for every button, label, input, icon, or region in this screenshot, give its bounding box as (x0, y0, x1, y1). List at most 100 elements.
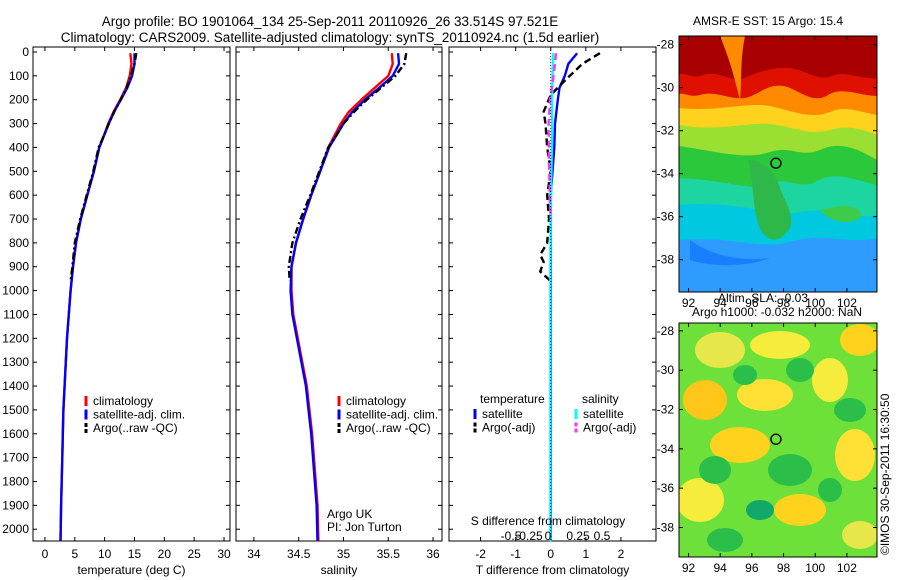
x-axis-label: T difference from climatology (476, 563, 630, 577)
x-tick-label: 100 (805, 561, 825, 575)
top-tick-label: 0.5 (594, 529, 611, 543)
y-tick-label: 1300 (2, 355, 29, 369)
legend-heading: temperature (480, 392, 545, 406)
y-tick-label: 900 (9, 260, 29, 274)
annotation-text: PI: Jon Turton (327, 520, 402, 534)
map-frame (678, 35, 878, 293)
legend-label: Argo(..raw -QC) (346, 421, 431, 435)
x-tick-label: 35.5 (377, 547, 401, 561)
x-tick-label: 5 (71, 547, 78, 561)
x-tick-label: 10 (98, 547, 112, 561)
y-tick-label: 400 (9, 140, 29, 154)
x-tick-label: 98 (777, 296, 791, 310)
series-line (287, 53, 408, 282)
y-tick-label: -30 (657, 363, 675, 377)
x-tick-label: 94 (714, 296, 728, 310)
legend-label: climatology (93, 394, 153, 408)
y-tick-label: -36 (657, 481, 675, 495)
y-tick-label: -34 (657, 442, 675, 456)
sla-field (679, 323, 877, 557)
temperature-profile: 0100200300400500600700800900100011001200… (2, 45, 231, 577)
chart-marks: 0100200300400500600700800900100011001200… (2, 14, 878, 577)
legend-label: Argo(-adj) (482, 421, 535, 435)
y-tick-label: 1200 (2, 331, 29, 345)
y-tick-label: -36 (657, 210, 675, 224)
x-tick-label: 2 (618, 547, 625, 561)
y-tick-label: -38 (657, 521, 675, 535)
x-axis-label: salinity (321, 563, 358, 577)
y-tick-label: 200 (9, 93, 29, 107)
annotation-text: Argo UK (327, 507, 372, 521)
x-tick-label: 92 (682, 561, 696, 575)
y-tick-label: -38 (657, 253, 675, 267)
x-axis-label: temperature (deg C) (77, 563, 185, 577)
y-tick-label: 2000 (2, 522, 29, 536)
x-tick-label: 92 (682, 296, 696, 310)
top-axis-label: S difference from climatology (471, 514, 626, 528)
top-tick-label: -0.25 (515, 529, 543, 543)
legend-label: climatology (346, 394, 406, 408)
x-tick-label: 0 (42, 547, 49, 561)
x-tick-label: 35 (337, 547, 351, 561)
y-tick-label: 1900 (2, 498, 29, 512)
x-tick-label: 96 (745, 296, 759, 310)
series-line (547, 53, 558, 220)
y-tick-label: 0 (22, 45, 29, 59)
sst-map-axes: -28 -30 -32 -34 -36 -38 92 94 96 98 100 102 AMSR-E S… (657, 14, 878, 310)
map-title: AMSR-E SST: 15 Argo: 15.4 (693, 14, 843, 28)
plot-frame (235, 46, 443, 542)
top-tick-label: -0.5 (501, 529, 522, 543)
y-tick-label: 1700 (2, 451, 29, 465)
y-tick-label: 1500 (2, 403, 29, 417)
y-tick-label: -34 (657, 167, 675, 181)
legend-label: Argo(..raw -QC) (93, 421, 178, 435)
sla-map-axes: -28 -30 -32 -34 -36 -38 92 94 96 98 100 102 Altim. S… (657, 291, 878, 575)
legend-label: satellite-adj. clim. (346, 408, 438, 422)
x-tick-label: 15 (128, 547, 142, 561)
y-tick-label: 1800 (2, 474, 29, 488)
y-tick-label: 500 (9, 164, 29, 178)
x-tick-label: 100 (805, 296, 825, 310)
x-tick-label: 1 (582, 547, 589, 561)
legend-label: satellite (482, 407, 523, 421)
map-frame (678, 322, 878, 558)
x-tick-label: 30 (217, 547, 231, 561)
y-tick-label: 1600 (2, 427, 29, 441)
float-marker (770, 433, 782, 445)
x-tick-label: 96 (745, 561, 759, 575)
y-tick-label: 1400 (2, 379, 29, 393)
plot-frame (32, 46, 231, 542)
x-tick-label: 34 (247, 547, 261, 561)
y-tick-label: -28 (657, 38, 675, 52)
sst-field (679, 36, 877, 292)
difference-profile: -2 -1 0 1 2 T difference from climatology -0.5… (448, 46, 657, 577)
x-tick-label: 98 (777, 561, 791, 575)
x-tick-label: -1 (510, 547, 521, 561)
x-tick-label: 102 (837, 296, 857, 310)
x-tick-label: 36 (426, 547, 440, 561)
x-tick-label: 102 (837, 561, 857, 575)
x-tick-label: 25 (188, 547, 202, 561)
y-tick-label: -28 (657, 324, 675, 338)
y-tick-label: -32 (657, 124, 675, 138)
x-tick-label: 34.5 (287, 547, 311, 561)
y-tick-label: 1100 (3, 307, 29, 321)
top-tick-label: 0 (545, 529, 552, 543)
x-tick-label: 20 (158, 547, 172, 561)
imos-timestamp: ©IMOS 30-Sep-2011 16:30:50 (878, 393, 892, 555)
legend-label: satellite-adj. clim. (93, 408, 185, 422)
x-tick-label: 94 (714, 561, 728, 575)
y-tick-label: 800 (9, 236, 29, 250)
figure-title-line1: Argo profile: BO 1901064_134 25-Sep-2011… (101, 14, 559, 29)
x-tick-label: 0 (547, 547, 554, 561)
y-tick-label: 300 (9, 117, 29, 131)
sst-map (679, 36, 877, 292)
map-title: Argo h1000: -0.032 h2000: NaN (692, 305, 862, 319)
map-title: Altim. SLA: -0.03 (718, 291, 808, 305)
y-tick-label: -32 (657, 403, 675, 417)
legend-label: satellite (583, 407, 624, 421)
y-tick-label: 1000 (2, 284, 29, 298)
legend-label: Argo(-adj) (583, 421, 636, 435)
sla-map (679, 323, 877, 557)
